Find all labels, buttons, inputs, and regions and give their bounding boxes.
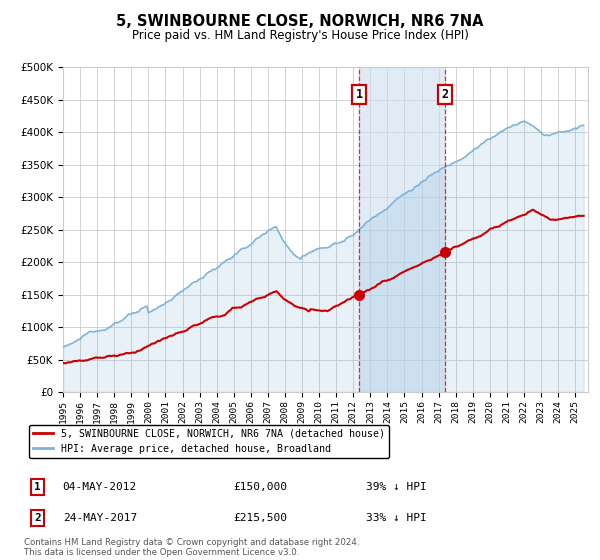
Text: Price paid vs. HM Land Registry's House Price Index (HPI): Price paid vs. HM Land Registry's House … [131,29,469,42]
Text: 33% ↓ HPI: 33% ↓ HPI [366,513,427,523]
Text: 5, SWINBOURNE CLOSE, NORWICH, NR6 7NA: 5, SWINBOURNE CLOSE, NORWICH, NR6 7NA [116,14,484,29]
Text: Contains HM Land Registry data © Crown copyright and database right 2024.
This d: Contains HM Land Registry data © Crown c… [24,538,359,557]
Text: 04-MAY-2012: 04-MAY-2012 [62,482,137,492]
Text: 2: 2 [34,513,41,523]
Text: £215,500: £215,500 [234,513,288,523]
Text: 24-MAY-2017: 24-MAY-2017 [62,513,137,523]
Bar [359,67,445,392]
Text: 2: 2 [442,88,449,101]
Legend: 5, SWINBOURNE CLOSE, NORWICH, NR6 7NA (detached house), HPI: Average price, deta: 5, SWINBOURNE CLOSE, NORWICH, NR6 7NA (d… [29,424,389,458]
Text: 1: 1 [356,88,363,101]
Text: 1: 1 [34,482,41,492]
Text: £150,000: £150,000 [234,482,288,492]
Text: 39% ↓ HPI: 39% ↓ HPI [366,482,427,492]
